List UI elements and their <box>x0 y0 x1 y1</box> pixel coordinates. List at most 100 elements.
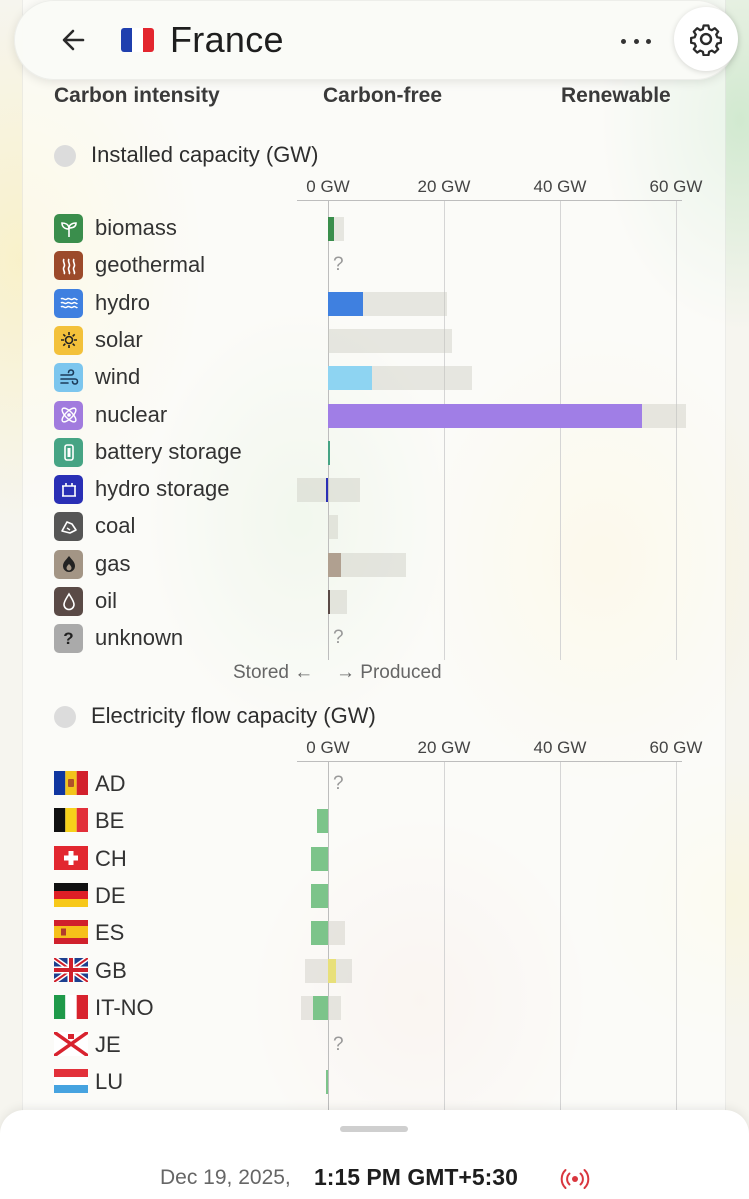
flow-bar <box>316 809 328 834</box>
belgium-flag <box>54 808 88 833</box>
settings-button[interactable] <box>674 7 738 71</box>
capacity-range-bar <box>296 478 361 503</box>
flow-bar <box>312 995 328 1020</box>
flow-row-label: JE <box>95 1032 121 1058</box>
production-bar <box>328 552 342 577</box>
bottom-time-sheet: Dec 19, 2025, 1:15 PM GMT+5:30 <box>0 1110 749 1199</box>
installed-row-label: hydro storage <box>95 476 230 502</box>
luxembourg-flag <box>54 1069 88 1094</box>
flow-gridline <box>560 761 561 1110</box>
waves-icon <box>54 288 83 318</box>
flow-gridline <box>676 761 677 1110</box>
production-bar <box>328 366 373 391</box>
installed-tick-label: 40 GW <box>533 177 587 196</box>
metric-tabs: Carbon intensity Carbon-free Renewable <box>0 84 749 112</box>
flow-tick-label: 0 GW <box>306 738 350 757</box>
tab-carbon-intensity[interactable]: Carbon intensity <box>54 84 220 107</box>
installed-row-label: geothermal <box>95 252 206 278</box>
tab-carbon-free[interactable]: Carbon-free <box>323 84 443 107</box>
back-button[interactable] <box>57 23 91 57</box>
flow-gridline <box>444 761 445 1110</box>
flow-row-label: LU <box>95 1069 124 1095</box>
installed-row-label: nuclear <box>95 401 168 427</box>
sprout-icon <box>54 214 83 243</box>
installed-row-label: biomass <box>95 215 177 240</box>
flow-row-label: CH <box>95 845 127 871</box>
more-horizontal-icon <box>621 38 626 44</box>
installed-tick-label: 0 GW <box>306 177 350 196</box>
flow-row-label: AD <box>95 771 126 796</box>
tab-renewable[interactable]: Renewable <box>561 84 671 107</box>
flow-bar <box>311 883 328 908</box>
sheet-drag-handle[interactable] <box>340 1126 408 1132</box>
flame-icon <box>54 549 83 579</box>
atom-icon <box>54 400 83 430</box>
production-bar <box>326 478 329 503</box>
installed-gridline <box>328 200 329 660</box>
flow-tick-label: 60 GW <box>649 738 703 757</box>
heat-waves-icon <box>54 251 83 281</box>
flow-bar <box>311 846 328 871</box>
installed-gridline <box>560 200 561 660</box>
flow-tick-label: 40 GW <box>533 738 587 757</box>
unknown-value-mark: ? <box>333 254 344 276</box>
live-broadcast-icon <box>560 1168 590 1190</box>
more-button[interactable] <box>621 31 651 51</box>
switzerland-flag <box>54 845 88 870</box>
produced-label: → Produced <box>336 662 442 683</box>
production-bar <box>328 403 643 428</box>
arrow-left-icon <box>62 29 85 51</box>
flow-info-dot[interactable] <box>54 706 76 728</box>
installed-row-label: hydro <box>95 289 151 315</box>
unknown-value-mark: ? <box>333 773 344 794</box>
coal-icon <box>54 512 83 542</box>
flow-axis-baseline <box>296 761 682 762</box>
andorra-flag <box>54 771 88 795</box>
question-icon: ? <box>54 624 83 654</box>
installed-axis-baseline <box>296 200 682 201</box>
capacity-range-bar <box>328 515 339 540</box>
flow-capacity-title: Electricity flow capacity (GW) <box>91 703 376 728</box>
installed-row-label: solar <box>95 326 143 352</box>
production-bar <box>328 590 330 614</box>
italy-flag <box>54 994 88 1019</box>
installed-row-label: coal <box>95 513 136 539</box>
fr-flag <box>121 28 154 52</box>
time-label: 1:15 PM GMT+5:30 <box>314 1164 518 1190</box>
installed-tick-label: 20 GW <box>417 177 471 196</box>
flow-bar <box>328 958 336 983</box>
flow-row-label: BE <box>95 808 125 834</box>
zone-title: France <box>170 19 284 60</box>
uk-flag <box>54 957 88 982</box>
production-bar <box>328 217 335 241</box>
flow-row-label: DE <box>95 882 126 908</box>
flow-gridline <box>328 761 329 1110</box>
capacity-range-bar <box>328 328 453 353</box>
flow-tick-label: 20 GW <box>417 738 471 757</box>
unknown-value-mark: ? <box>333 627 344 649</box>
installed-tick-label: 60 GW <box>649 177 703 196</box>
stored-label: Stored ← <box>233 662 314 683</box>
drop-icon <box>54 587 83 616</box>
reservoir-icon <box>54 475 83 505</box>
flow-row-label: GB <box>95 957 127 983</box>
germany-flag <box>54 882 88 907</box>
flow-row-label: ES <box>95 920 125 946</box>
installed-capacity-title: Installed capacity (GW) <box>91 142 319 167</box>
installed-row-label: battery storage <box>95 438 242 464</box>
installed-info-dot[interactable] <box>54 145 76 167</box>
flow-bar <box>326 1070 329 1095</box>
sun-icon <box>54 325 83 355</box>
production-bar <box>328 440 330 465</box>
battery-icon <box>54 437 83 467</box>
jersey-flag <box>54 1032 88 1057</box>
capacity-range-bar <box>328 590 347 614</box>
installed-gridline <box>444 200 445 660</box>
gear-icon <box>689 24 723 56</box>
production-bar <box>328 291 363 316</box>
spain-flag <box>54 920 88 945</box>
zone-details-panel <box>22 0 726 1199</box>
installed-row-label: oil <box>95 588 118 613</box>
unknown-value-mark: ? <box>333 1034 344 1056</box>
flow-bar <box>311 921 328 946</box>
